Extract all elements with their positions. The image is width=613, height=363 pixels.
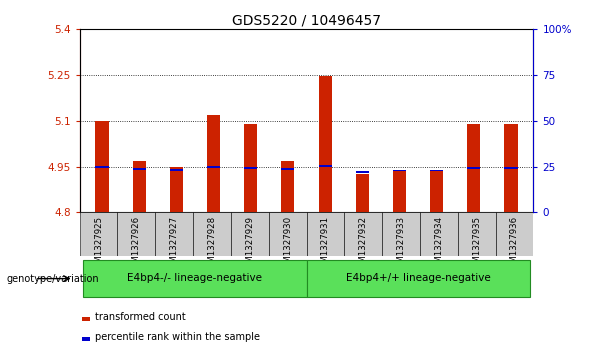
Bar	[207, 166, 220, 168]
Bar	[281, 168, 294, 170]
Bar	[495, 212, 533, 256]
Text: GSM1327931: GSM1327931	[321, 216, 330, 274]
Bar	[467, 124, 481, 212]
Bar	[504, 124, 517, 212]
Title: GDS5220 / 10496457: GDS5220 / 10496457	[232, 14, 381, 28]
Bar	[132, 168, 146, 170]
Text: GSM1327930: GSM1327930	[283, 216, 292, 274]
Bar	[319, 76, 332, 212]
Text: E4bp4-/- lineage-negative: E4bp4-/- lineage-negative	[128, 273, 262, 283]
Bar	[458, 212, 495, 256]
Bar	[306, 260, 530, 297]
Bar	[244, 167, 257, 169]
Bar	[82, 337, 90, 341]
Bar	[207, 115, 220, 212]
Bar	[83, 260, 306, 297]
Bar	[356, 174, 369, 212]
Bar	[155, 212, 193, 256]
Text: GSM1327935: GSM1327935	[472, 216, 481, 274]
Text: E4bp4+/+ lineage-negative: E4bp4+/+ lineage-negative	[346, 273, 490, 283]
Text: GSM1327934: GSM1327934	[434, 216, 443, 274]
Bar	[96, 121, 109, 212]
Bar	[281, 161, 294, 212]
Text: GSM1327936: GSM1327936	[510, 216, 519, 274]
Text: GSM1327933: GSM1327933	[397, 216, 406, 274]
Bar	[430, 170, 443, 212]
Bar	[393, 170, 406, 171]
Text: GSM1327928: GSM1327928	[207, 216, 216, 274]
Bar	[193, 212, 231, 256]
Bar	[96, 166, 109, 168]
Bar	[393, 170, 406, 212]
Bar	[170, 169, 183, 171]
Bar	[80, 212, 118, 256]
Text: GSM1327932: GSM1327932	[359, 216, 368, 274]
Text: percentile rank within the sample: percentile rank within the sample	[94, 332, 260, 342]
Bar	[319, 165, 332, 167]
Bar	[420, 212, 458, 256]
Text: GSM1327927: GSM1327927	[170, 216, 179, 274]
Bar	[356, 171, 369, 173]
Text: GSM1327925: GSM1327925	[94, 216, 103, 274]
Bar	[132, 161, 146, 212]
Bar	[345, 212, 382, 256]
Bar	[268, 212, 306, 256]
Bar	[118, 212, 155, 256]
Bar	[504, 167, 517, 169]
Bar	[244, 124, 257, 212]
Text: transformed count: transformed count	[94, 312, 185, 322]
Bar	[430, 170, 443, 171]
Bar	[306, 212, 345, 256]
Bar	[82, 317, 90, 321]
Text: genotype/variation: genotype/variation	[6, 274, 99, 284]
Text: GSM1327926: GSM1327926	[132, 216, 141, 274]
Bar	[467, 167, 481, 169]
Bar	[170, 167, 183, 212]
Bar	[382, 212, 420, 256]
Bar	[231, 212, 268, 256]
Text: GSM1327929: GSM1327929	[245, 216, 254, 274]
